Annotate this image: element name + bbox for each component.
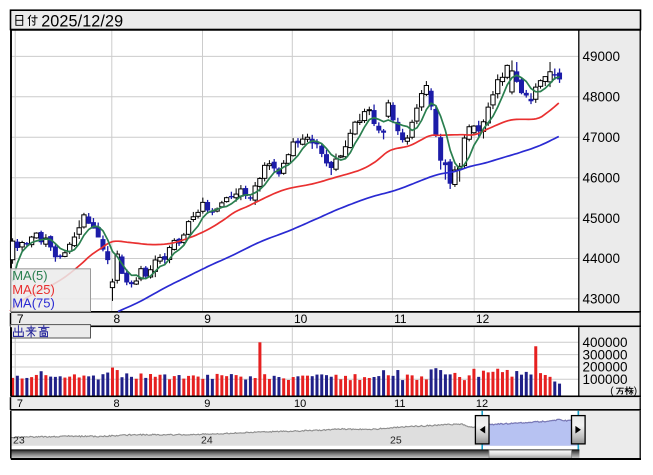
svg-text:200000: 200000 <box>583 360 628 375</box>
svg-text:46000: 46000 <box>583 170 621 185</box>
svg-text:45000: 45000 <box>583 211 621 226</box>
svg-text:24: 24 <box>201 434 213 446</box>
svg-text:MA(75): MA(75) <box>12 296 55 311</box>
svg-text:12: 12 <box>476 398 488 410</box>
svg-text:10: 10 <box>294 312 308 326</box>
svg-text:25: 25 <box>390 434 402 446</box>
svg-text:MA(25): MA(25) <box>12 282 55 297</box>
svg-text:9: 9 <box>204 312 211 326</box>
svg-text:8: 8 <box>114 398 120 410</box>
svg-text:49000: 49000 <box>583 49 621 64</box>
svg-text:8: 8 <box>114 312 121 326</box>
svg-text:7: 7 <box>17 312 24 326</box>
svg-text:9: 9 <box>204 398 210 410</box>
svg-text:44000: 44000 <box>583 251 621 266</box>
svg-text:100000: 100000 <box>583 372 628 387</box>
svg-text:48000: 48000 <box>583 90 621 105</box>
svg-text:12: 12 <box>476 312 490 326</box>
svg-text:23: 23 <box>13 434 25 446</box>
svg-text:400000: 400000 <box>583 335 628 350</box>
svg-text:): ) <box>634 386 637 397</box>
svg-text:(: ( <box>610 386 614 397</box>
svg-text:47000: 47000 <box>583 130 621 145</box>
svg-text:2025/12/29: 2025/12/29 <box>41 12 123 30</box>
svg-text:11: 11 <box>394 398 405 410</box>
svg-text:300000: 300000 <box>583 347 628 362</box>
svg-text:7: 7 <box>17 398 23 410</box>
svg-text:11: 11 <box>394 312 407 326</box>
svg-text:10: 10 <box>294 398 306 410</box>
svg-text:43000: 43000 <box>583 292 621 307</box>
svg-text:MA(5): MA(5) <box>12 268 47 283</box>
